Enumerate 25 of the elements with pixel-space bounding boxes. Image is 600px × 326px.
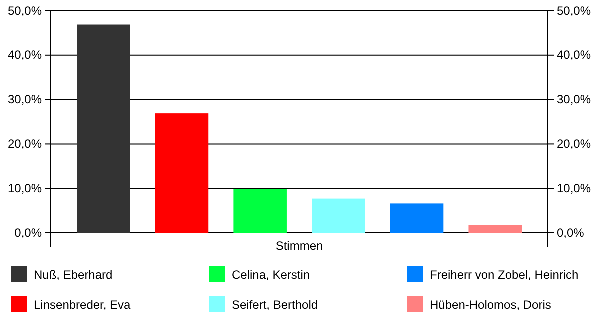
y-tick-label: 30,0% bbox=[8, 92, 42, 107]
legend-label: Nuß, Eberhard bbox=[34, 268, 113, 282]
y-tick-label: 40,0% bbox=[8, 48, 42, 62]
y-tick-label: 0,0% bbox=[14, 226, 42, 240]
legend-label: Linsenbreder, Eva bbox=[34, 298, 132, 312]
bar bbox=[155, 114, 209, 233]
legend-label: Hüben-Holomos, Doris bbox=[430, 298, 552, 312]
bar bbox=[468, 225, 522, 233]
text: 20,0% bbox=[557, 137, 592, 152]
bar bbox=[234, 189, 287, 233]
text: 50,0% bbox=[557, 4, 592, 18]
legend-label: Celina, Kerstin bbox=[232, 268, 310, 282]
text: 10,0% bbox=[557, 181, 592, 196]
y-tick-label: 20,0% bbox=[8, 137, 42, 152]
bar bbox=[312, 198, 366, 233]
text: 30,0% bbox=[557, 92, 592, 107]
bar bbox=[390, 204, 444, 233]
legend-label: Seifert, Berthold bbox=[232, 298, 318, 312]
x-tick-label: Stimmen bbox=[276, 239, 324, 253]
legend-label: Freiherr von Zobel, Heinrich bbox=[430, 268, 579, 282]
text: 0,0% bbox=[557, 226, 584, 240]
text: 40,0% bbox=[557, 48, 592, 62]
y-tick-label: 50,0% bbox=[8, 4, 42, 18]
y-tick-label: 10,0% bbox=[8, 181, 42, 196]
bar bbox=[77, 24, 130, 233]
